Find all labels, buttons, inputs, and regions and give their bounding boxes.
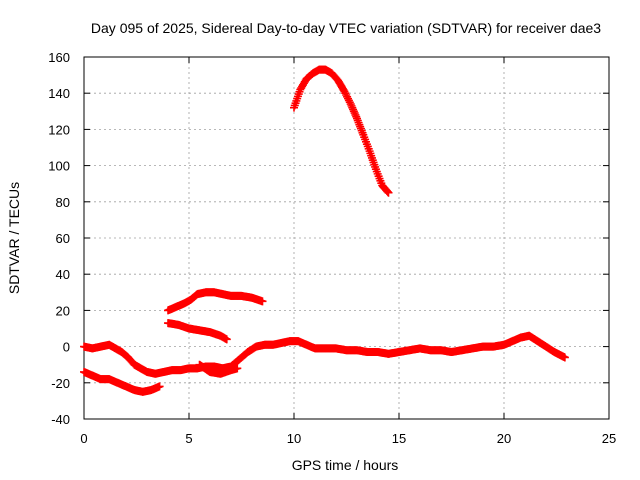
x-tick-label: 25 [602,431,616,446]
series-arc-4 [80,331,569,378]
data-point [384,188,393,197]
x-axis-label: GPS time / hours [292,457,399,473]
x-axis-tick-labels: 0 5 10 15 20 25 [80,431,616,446]
data-point [345,98,354,107]
axis-ticks [83,56,610,420]
grid [84,57,609,419]
x-tick-label: 20 [497,431,511,446]
series-arc-2 [164,288,267,315]
x-tick-label: 15 [392,431,406,446]
data-point [233,364,242,373]
data-point [155,382,164,391]
series-arc-6 [195,360,242,378]
data-point [222,335,231,344]
y-tick-label: 40 [56,267,70,282]
x-tick-label: 5 [185,431,192,446]
data-point [344,94,352,103]
data-point [340,87,349,96]
y-tick-label: 0 [63,340,70,355]
y-tick-label: 160 [48,50,70,65]
series-arc-3 [164,319,231,344]
y-axis-tick-labels: -40 -20 0 20 40 60 80 100 120 140 160 [48,50,70,427]
data-point [341,89,350,98]
data-series [80,65,569,396]
series-arc-1 [290,65,393,197]
series-arc-5 [80,367,164,396]
y-tick-label: -40 [51,412,70,427]
data-point [342,91,351,100]
y-tick-label: 140 [48,86,70,101]
y-tick-label: 100 [48,159,70,174]
y-tick-label: 20 [56,303,70,318]
x-tick-label: 10 [287,431,301,446]
y-tick-label: 60 [56,231,70,246]
data-point [258,297,267,306]
chart-title: Day 095 of 2025, Sidereal Day-to-day VTE… [91,20,601,36]
y-axis-label: SDTVAR / TECUs [6,182,22,294]
y-tick-label: -20 [51,376,70,391]
data-point [560,353,569,362]
data-point [343,92,352,101]
x-tick-label: 0 [80,431,87,446]
y-tick-label: 120 [48,122,70,137]
y-tick-label: 80 [56,195,70,210]
data-point [344,96,353,105]
